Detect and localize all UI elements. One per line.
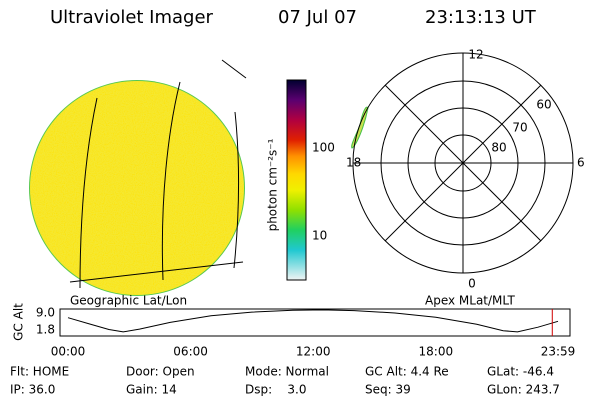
x-tick-label: 12:00 bbox=[296, 345, 331, 359]
status-field: Flt: HOME bbox=[10, 365, 69, 379]
y-tick-label: 1.8 bbox=[36, 323, 55, 337]
plot-frame bbox=[59, 308, 571, 337]
polar-label: 18 bbox=[346, 156, 361, 170]
status-field: Gain: 14 bbox=[126, 383, 177, 397]
colorbar-tick: 10 bbox=[312, 229, 327, 243]
globe-image bbox=[29, 59, 247, 296]
polar-label: 12 bbox=[468, 48, 483, 62]
x-tick-label: 00:00 bbox=[51, 345, 86, 359]
x-tick-label: 06:00 bbox=[173, 345, 208, 359]
colorbar-tick: 100 bbox=[312, 141, 335, 155]
ring-label: 70 bbox=[512, 121, 527, 135]
altitude-plot: 9.0 1.8 00:00 06:00 12:00 18:00 23:59 bbox=[36, 306, 575, 359]
status-field: Door: Open bbox=[126, 365, 195, 379]
title: Ultraviolet Imager bbox=[50, 7, 214, 28]
status-field: Mode: Normal bbox=[245, 365, 329, 379]
x-tick-label: 23:59 bbox=[541, 345, 576, 359]
status-field: Seq: 39 bbox=[365, 383, 411, 397]
colorbar bbox=[286, 79, 307, 281]
status-field: GLat: -46.4 bbox=[487, 365, 554, 379]
altitude-line bbox=[67, 309, 559, 333]
polar-label: 0 bbox=[468, 277, 476, 291]
y-axis-label: GC Alt bbox=[12, 303, 26, 341]
status-field: IP: 36.0 bbox=[10, 383, 55, 397]
date: 07 Jul 07 bbox=[278, 7, 357, 28]
polar-grid bbox=[351, 52, 574, 274]
ring-label: 80 bbox=[491, 141, 506, 155]
x-tick-label: 18:00 bbox=[419, 345, 454, 359]
status-field: Dsp: 3.0 bbox=[245, 383, 307, 397]
footer: Flt: HOME Door: Open Mode: Normal GC Alt: 4… bbox=[10, 365, 560, 397]
caption: Geographic Lat/Lon bbox=[70, 294, 187, 308]
status-field: GC Alt: 4.4 Re bbox=[365, 365, 449, 379]
colorbar-label: photon cm⁻²s⁻¹ bbox=[266, 138, 280, 231]
time: 23:13:13 UT bbox=[425, 7, 537, 28]
polar-label: 6 bbox=[577, 156, 585, 170]
y-tick-label: 9.0 bbox=[36, 306, 55, 320]
ring-label: 60 bbox=[536, 98, 551, 112]
caption: Apex MLat/MLT bbox=[425, 294, 515, 308]
status-field: GLon: 243.7 bbox=[487, 383, 560, 397]
